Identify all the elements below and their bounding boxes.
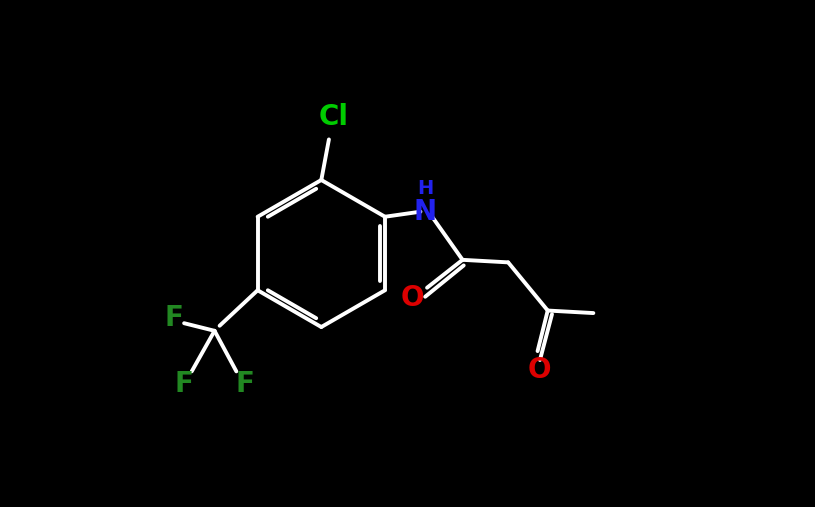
Text: F: F xyxy=(174,370,194,398)
Text: H: H xyxy=(417,179,434,198)
Text: N: N xyxy=(414,198,437,226)
Text: F: F xyxy=(236,370,254,398)
Text: O: O xyxy=(527,356,551,384)
Text: F: F xyxy=(165,304,183,332)
Text: O: O xyxy=(401,284,425,312)
Text: Cl: Cl xyxy=(319,102,349,131)
